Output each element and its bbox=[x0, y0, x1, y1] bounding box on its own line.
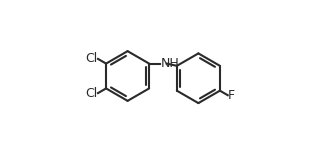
Text: NH: NH bbox=[160, 57, 179, 70]
Text: F: F bbox=[228, 89, 235, 102]
Text: Cl: Cl bbox=[85, 87, 98, 100]
Text: Cl: Cl bbox=[85, 52, 98, 65]
